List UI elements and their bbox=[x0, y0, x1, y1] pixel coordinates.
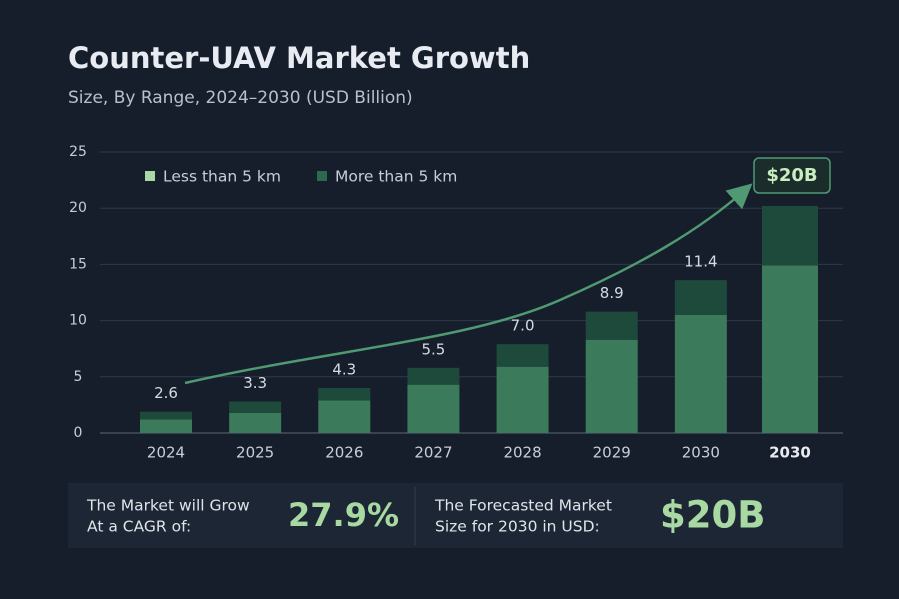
stat-value: 27.9% bbox=[288, 496, 399, 534]
x-tick-label: 2029 bbox=[593, 444, 631, 462]
y-tick-label: 15 bbox=[69, 256, 87, 272]
highlight-label: $20B bbox=[766, 165, 817, 186]
stat-label: At a CAGR of: bbox=[87, 518, 191, 536]
bar-segment bbox=[762, 265, 818, 433]
bar-segment bbox=[407, 367, 460, 385]
growth-arrow bbox=[184, 183, 753, 385]
bar-segment bbox=[140, 419, 192, 433]
bar-segment bbox=[229, 401, 282, 413]
bar-segment bbox=[318, 388, 371, 401]
y-tick-label: 5 bbox=[74, 369, 83, 385]
x-tick-label: 2024 bbox=[147, 444, 185, 462]
highlight-frame bbox=[753, 157, 831, 194]
bar-segment bbox=[407, 384, 460, 433]
y-tick-label: 20 bbox=[69, 200, 87, 216]
x-tick-label: 2030 bbox=[682, 444, 720, 462]
bar-segment bbox=[140, 411, 192, 420]
y-tick-label: 0 bbox=[74, 425, 83, 441]
bar-segment bbox=[762, 205, 818, 266]
annotation: 2.6 bbox=[154, 384, 178, 402]
stat-value: $20B bbox=[660, 494, 765, 537]
annotation: 7.0 bbox=[511, 317, 535, 335]
annotation: 5.5 bbox=[421, 340, 445, 358]
x-tick-label: 2026 bbox=[325, 444, 363, 462]
legend-swatch bbox=[145, 171, 155, 181]
stat-label: Size for 2030 in USD: bbox=[435, 518, 600, 536]
annotation: 8.9 bbox=[600, 284, 624, 302]
highlight-box: $20B bbox=[753, 157, 831, 194]
bar-segment bbox=[229, 412, 282, 433]
y-tick-label: 10 bbox=[69, 313, 87, 329]
bar-segment bbox=[585, 311, 638, 340]
chart-title: Counter-UAV Market Growth bbox=[68, 41, 530, 75]
x-tick-label: 2025 bbox=[236, 444, 274, 462]
bar-segment bbox=[674, 280, 727, 315]
bar-segment bbox=[318, 400, 371, 433]
bar-segment bbox=[585, 339, 638, 433]
stat-label: The Forecasted Market bbox=[434, 497, 612, 515]
bar-segment bbox=[674, 314, 727, 433]
y-tick-label: 25 bbox=[69, 144, 87, 160]
stat-label: The Market will Grow bbox=[86, 497, 250, 515]
x-tick-label: 2027 bbox=[414, 444, 452, 462]
x-tick-label: 2028 bbox=[503, 444, 541, 462]
x-tick-label: 2030 bbox=[769, 444, 811, 462]
annotation: 4.3 bbox=[332, 361, 356, 379]
bar-segment bbox=[496, 366, 549, 433]
legend-label: Less than 5 km bbox=[163, 168, 281, 186]
legend-label: More than 5 km bbox=[335, 168, 457, 186]
annotation: 11.4 bbox=[684, 253, 717, 271]
bar-segment bbox=[496, 344, 549, 367]
legend-swatch bbox=[317, 171, 327, 181]
stats-panel bbox=[68, 483, 843, 548]
annotation: 3.3 bbox=[243, 374, 267, 392]
chart-subtitle: Size, By Range, 2024–2030 (USD Billion) bbox=[68, 88, 413, 108]
